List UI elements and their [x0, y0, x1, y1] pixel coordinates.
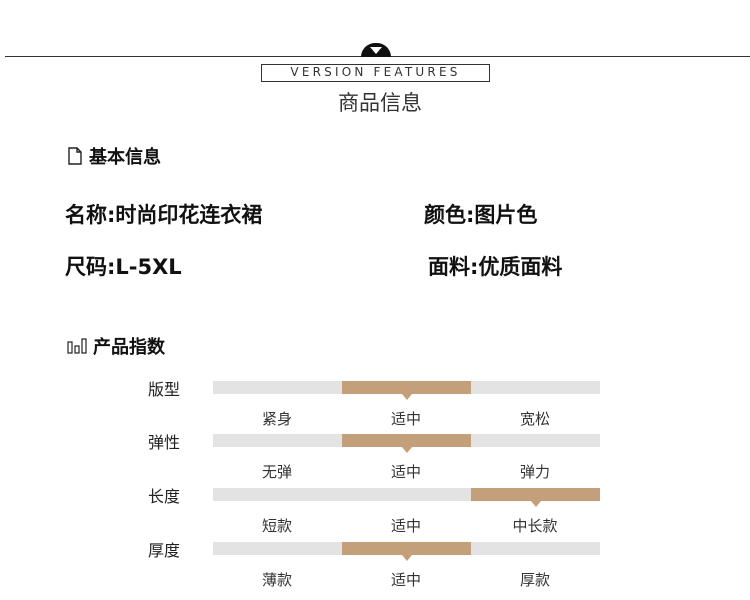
index-option: 宽松 — [519, 410, 550, 428]
index-option: 适中 — [390, 410, 421, 428]
product-index-heading: 产品指数 — [67, 333, 165, 359]
index-option: 适中 — [390, 517, 421, 535]
index-selected-segment — [342, 381, 471, 400]
product-size: 尺码:L-5XL — [65, 255, 182, 279]
index-row-label: 弹性 — [147, 433, 180, 452]
basic-info-heading-text: 基本信息 — [89, 147, 161, 168]
index-option: 弹力 — [519, 463, 550, 481]
version-features-label: VERSION FEATURES — [261, 64, 490, 82]
index-track — [213, 434, 600, 453]
index-track — [213, 381, 600, 400]
index-selected-segment — [471, 488, 600, 507]
index-option: 紧身 — [261, 410, 292, 428]
index-option: 短款 — [261, 517, 292, 535]
down-arrow-badge-icon — [361, 43, 391, 57]
index-option: 适中 — [390, 571, 421, 589]
index-option: 适中 — [390, 463, 421, 481]
page-title: 商品信息 — [338, 91, 422, 115]
index-row-label: 长度 — [147, 487, 180, 506]
index-track — [213, 488, 600, 507]
basic-info-heading: 基本信息 — [67, 143, 161, 169]
index-option: 厚款 — [519, 571, 550, 589]
product-color: 颜色:图片色 — [424, 203, 538, 227]
document-icon — [68, 147, 82, 165]
product-index-heading-text: 产品指数 — [93, 337, 165, 358]
index-selected-segment — [342, 434, 471, 453]
product-fabric: 面料:优质面料 — [428, 255, 563, 279]
bar-chart-icon — [67, 338, 87, 354]
index-option: 中长款 — [512, 517, 558, 535]
index-selected-segment — [342, 542, 471, 561]
index-row-label: 厚度 — [147, 541, 180, 560]
index-row-label: 版型 — [147, 380, 180, 399]
index-track — [213, 542, 600, 561]
product-name: 名称:时尚印花连衣裙 — [65, 203, 263, 227]
index-option: 薄款 — [261, 571, 292, 589]
index-option: 无弹 — [261, 463, 292, 481]
